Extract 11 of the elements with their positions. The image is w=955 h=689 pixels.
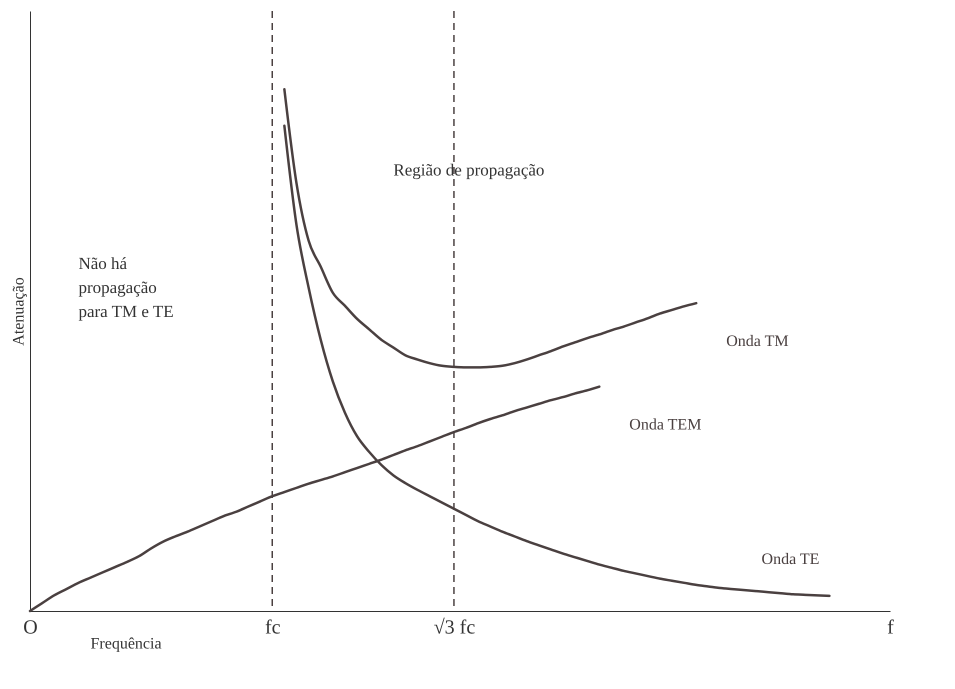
- annotation: Região de propagação: [393, 160, 544, 180]
- series-label: Onda TE: [762, 550, 820, 568]
- x-axis-title: Frequência: [90, 636, 162, 652]
- x-tick-label: O: [23, 616, 38, 638]
- y-axis-title: Atenuação: [10, 277, 28, 346]
- x-tick-label: f: [887, 616, 894, 638]
- x-tick-label: √3 fc: [434, 616, 476, 638]
- annotation: Não há propagação para TM e TE: [78, 254, 174, 322]
- text: Onda TEM: [629, 416, 702, 434]
- text: Onda TM: [726, 333, 789, 350]
- x-tick-label: fc: [264, 616, 281, 638]
